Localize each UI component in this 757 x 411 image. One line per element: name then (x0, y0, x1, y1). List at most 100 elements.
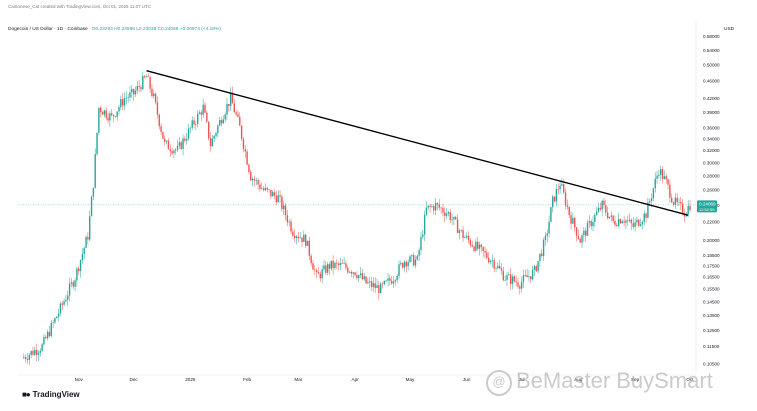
candle-body (489, 260, 492, 263)
candle-body (447, 212, 450, 214)
candle-body (24, 357, 27, 360)
candle-body (248, 164, 250, 173)
candle-body (667, 179, 669, 185)
candle-body (28, 354, 31, 360)
candle-body (149, 76, 151, 89)
candle-body (339, 263, 342, 266)
candle-body (504, 279, 506, 281)
candle-body (480, 244, 483, 247)
candle-body (200, 112, 203, 115)
candle-body (251, 178, 254, 181)
candle-body (116, 111, 118, 117)
candle-body (244, 148, 246, 152)
candle-body (574, 217, 576, 228)
candle-body (423, 214, 426, 235)
candle-body (568, 206, 570, 216)
candle-body (120, 99, 122, 108)
trendline (146, 70, 689, 216)
candle-body (57, 313, 60, 317)
candle-body (544, 235, 547, 241)
candle-body (398, 264, 400, 276)
candle-body (473, 246, 475, 251)
candle-body (445, 213, 448, 216)
candle-body (81, 253, 84, 261)
candle-body (550, 207, 552, 222)
candle-body (41, 344, 43, 351)
candle-body (412, 255, 415, 266)
candle-body (392, 281, 395, 284)
y-tick-label: 0.30000 (703, 160, 720, 165)
candle-body (341, 263, 343, 264)
candle-body (217, 125, 219, 134)
candle-body (546, 233, 548, 236)
candle-body (559, 185, 561, 190)
candle-body (173, 150, 175, 154)
candle-body (405, 261, 408, 267)
candle-body (597, 207, 600, 212)
candle-body (509, 274, 512, 284)
candle-body (332, 260, 334, 269)
candle-body (654, 178, 656, 189)
candle-body (195, 123, 197, 125)
candle-body (23, 357, 25, 359)
candle-body (553, 196, 556, 202)
candle-body (317, 272, 320, 274)
candle-body (487, 257, 490, 263)
y-tick-label: 0.22000 (703, 220, 720, 225)
candle-body (497, 265, 499, 269)
y-tick-label: 0.36000 (703, 125, 720, 130)
candle-body (231, 92, 234, 104)
candle-body (583, 230, 585, 236)
candle-body (50, 323, 52, 337)
y-tick-label: 0.34000 (703, 136, 720, 141)
candle-body (356, 275, 358, 279)
candle-body (645, 213, 647, 218)
candle-body (420, 237, 422, 251)
candle-body (121, 99, 124, 106)
candle-body (581, 235, 583, 243)
candle-body (451, 219, 453, 221)
candle-body (228, 103, 230, 106)
candle-body (67, 295, 69, 300)
y-tick-label: 0.11500 (703, 344, 720, 349)
candle-body (663, 176, 666, 179)
candle-body (162, 131, 164, 139)
candle-body (96, 132, 98, 155)
candle-body (250, 172, 252, 181)
candle-body (347, 267, 349, 273)
candles-group (23, 71, 691, 366)
candle-body (107, 117, 109, 121)
candle-body (348, 272, 351, 273)
y-tick-label: 0.14500 (703, 299, 720, 304)
candle-body (45, 336, 47, 339)
candle-body (526, 275, 528, 278)
candle-body (270, 189, 272, 197)
candle-body (90, 196, 93, 217)
watermark-text: BeMaster BuySmart (516, 368, 713, 393)
candle-body (118, 107, 120, 112)
candle-body (689, 205, 691, 211)
candle-body (310, 255, 312, 264)
candle-body (207, 121, 210, 139)
candle-body (495, 268, 497, 269)
candle-body (63, 301, 65, 305)
candle-body (110, 113, 113, 115)
candle-body (396, 275, 398, 281)
candle-body (484, 251, 486, 253)
candle-body (444, 212, 446, 216)
candle-body (315, 270, 318, 273)
candle-body (623, 221, 625, 223)
x-tick-label: 2025 (185, 377, 196, 382)
candle-body (575, 227, 578, 236)
candle-body (676, 197, 678, 203)
candle-body (427, 205, 429, 208)
y-tick-label: 0.39000 (703, 110, 720, 115)
candle-body (176, 145, 179, 150)
x-tick-label: Jun (463, 377, 471, 382)
candle-body (601, 200, 603, 210)
candle-body (502, 270, 505, 281)
candle-body (464, 237, 466, 239)
candle-body (336, 262, 338, 264)
candle-body (376, 285, 378, 289)
